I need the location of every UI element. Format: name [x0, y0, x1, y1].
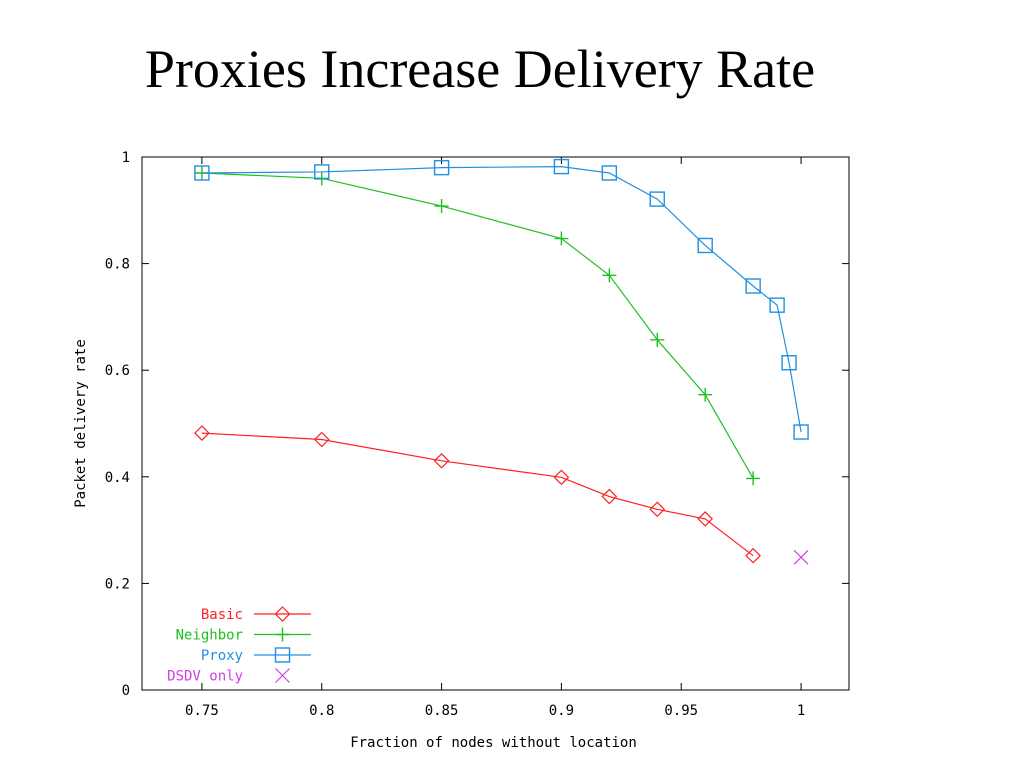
data-point-basic [697, 511, 714, 527]
data-point-basic [649, 501, 666, 518]
plot-frame [141, 156, 850, 691]
data-point-neighbor [434, 199, 449, 214]
data-point-dsdv-only [793, 549, 809, 565]
data-point-neighbor [602, 268, 617, 283]
data-point-basic [745, 547, 761, 564]
series-line-basic [201, 432, 754, 557]
data-point-basic [194, 425, 210, 441]
series-line-proxy [201, 165, 802, 433]
data-point-proxy [745, 278, 761, 294]
x-tick-label: 0.95 [664, 703, 698, 719]
data-point-proxy [697, 237, 713, 254]
y-tick-label: 0.8 [105, 257, 130, 273]
data-point-neighbor [698, 387, 713, 402]
x-tick-label: 1 [797, 703, 805, 719]
x-axis-label: Fraction of nodes without location [350, 735, 637, 751]
data-point-basic [553, 469, 570, 486]
series-line-neighbor [201, 172, 754, 479]
legend-label-basic: Basic [201, 607, 243, 623]
data-point-proxy [433, 159, 450, 176]
data-point-proxy [601, 165, 618, 181]
legend-marker-proxy [274, 647, 291, 663]
data-point-basic [313, 431, 330, 448]
data-point-basic [433, 452, 450, 469]
y-tick-label: 0 [122, 683, 130, 699]
data-point-neighbor [650, 332, 665, 347]
y-tick-label: 0.4 [105, 470, 130, 486]
legend-marker-neighbor [275, 627, 290, 642]
legend-label-dsdv-only: DSDV only [167, 669, 243, 685]
data-point-proxy [781, 355, 797, 371]
legend-label-proxy: Proxy [201, 648, 243, 664]
legend-marker-basic [274, 606, 291, 622]
data-point-basic [601, 488, 618, 505]
legend-marker-dsdv-only [275, 668, 290, 683]
y-tick-label: 0.2 [105, 576, 130, 592]
data-point-proxy [793, 424, 809, 440]
data-point-neighbor [554, 231, 569, 246]
data-point-proxy [314, 164, 330, 180]
data-point-neighbor [746, 471, 761, 486]
y-tick-label: 0.6 [105, 363, 130, 379]
data-point-proxy [194, 165, 210, 181]
y-axis-label: Packet delivery rate [73, 339, 89, 508]
data-point-proxy [553, 158, 570, 175]
data-point-proxy [769, 297, 785, 313]
legend-label-neighbor: Neighbor [176, 628, 243, 644]
x-tick-label: 0.9 [549, 703, 574, 719]
x-tick-label: 0.75 [185, 703, 219, 719]
x-tick-label: 0.85 [425, 703, 459, 719]
slide-title: Proxies Increase Delivery Rate [144, 39, 816, 99]
data-point-proxy [649, 191, 665, 207]
y-tick-label: 1 [122, 150, 130, 166]
x-tick-label: 0.8 [309, 703, 334, 719]
